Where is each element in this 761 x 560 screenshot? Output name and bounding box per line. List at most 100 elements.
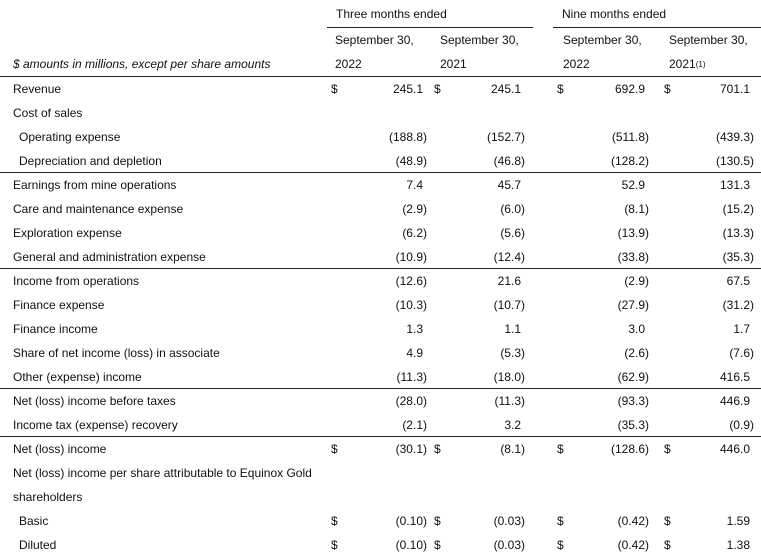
column-date: September 30, xyxy=(669,33,748,47)
value: (13.3) xyxy=(722,226,754,240)
blank xyxy=(533,413,553,436)
blank xyxy=(533,173,553,197)
value-cell: $ (0.42) xyxy=(553,509,660,533)
column-year: 2021 xyxy=(430,52,533,76)
value-cell: 1.3 xyxy=(327,317,430,341)
value: 3.0 xyxy=(628,322,645,336)
value-cell: (35.3) xyxy=(660,245,761,268)
value: 245.1 xyxy=(490,82,521,96)
value-cell: 1.7 xyxy=(660,317,761,341)
header-row-dates: September 30, September 30, September 30, S… xyxy=(0,28,761,52)
row-label: Net (loss) income per share attributable… xyxy=(13,466,312,480)
footnote-ref: (1) xyxy=(695,59,706,69)
currency: $ xyxy=(557,82,564,96)
value-cell: (128.2) xyxy=(553,149,660,172)
value-cell xyxy=(430,101,533,125)
value-cell: $446.0 xyxy=(660,437,761,461)
currency: $ xyxy=(557,538,564,552)
blank xyxy=(533,341,553,365)
value-cell xyxy=(660,101,761,125)
value-cell xyxy=(660,485,761,509)
table-row: Earnings from mine operations 7.4 45.7 52.9… xyxy=(0,173,761,197)
value: 245.1 xyxy=(392,82,423,96)
units-note: $ amounts in millions, except per share … xyxy=(0,52,327,76)
value: (2.9) xyxy=(402,202,427,216)
value: (30.1) xyxy=(395,442,427,456)
blank xyxy=(533,437,553,461)
value: 67.5 xyxy=(726,274,750,288)
value: 1.7 xyxy=(733,322,750,336)
value: 7.4 xyxy=(406,178,423,192)
table-row: Cost of sales xyxy=(0,101,761,125)
blank xyxy=(533,149,553,172)
value-cell: (12.4) xyxy=(430,245,533,268)
table-row: shareholders xyxy=(0,485,761,509)
table-row: Finance income 1.3 1.1 3.0 1.7 xyxy=(0,317,761,341)
value-cell: (2.6) xyxy=(553,341,660,365)
value: 4.9 xyxy=(406,346,423,360)
blank xyxy=(0,28,327,52)
table-row: Other (expense) income (11.3) (18.0) (62.9)… xyxy=(0,365,761,389)
row-label: shareholders xyxy=(13,490,83,504)
group-header: Nine months ended xyxy=(553,0,761,28)
blank xyxy=(533,245,553,268)
units-note-text: $ amounts in millions, except per share … xyxy=(13,57,271,71)
row-label: Income from operations xyxy=(13,274,140,288)
value: (2.1) xyxy=(402,417,427,432)
value: (18.0) xyxy=(493,369,525,384)
value-cell: (48.9) xyxy=(327,149,430,172)
value: (35.3) xyxy=(617,417,649,432)
value: (48.9) xyxy=(395,153,427,168)
value-cell: 1.1 xyxy=(430,317,533,341)
value-cell: (439.3) xyxy=(660,125,761,149)
value: (28.0) xyxy=(395,394,427,408)
blank xyxy=(533,293,553,317)
value-cell: $ (30.1) xyxy=(327,437,430,461)
value: (10.3) xyxy=(395,298,427,312)
table-row: Operating expense (188.8) (152.7) (511.8) (4… xyxy=(0,125,761,149)
table-row: Depreciation and depletion (48.9) (46.8) (1… xyxy=(0,149,761,173)
value-cell xyxy=(553,101,660,125)
value-cell xyxy=(327,485,430,509)
value-cell: (8.1) xyxy=(553,197,660,221)
value: 52.9 xyxy=(621,178,645,192)
table-row: Income from operations (12.6) 21.6 (2.9) 67.… xyxy=(0,269,761,293)
year: 2021 xyxy=(440,57,467,71)
value-cell: (0.9) xyxy=(660,413,761,436)
value-cell: 52.9 xyxy=(553,173,660,197)
year: 2022 xyxy=(563,57,590,71)
value: (6.2) xyxy=(402,226,427,240)
table-row: General and administration expense (10.9)… xyxy=(0,245,761,269)
value-cell: (35.3) xyxy=(553,413,660,436)
value: (46.8) xyxy=(493,153,525,168)
blank xyxy=(533,461,553,485)
blank xyxy=(533,509,553,533)
value: 21.6 xyxy=(497,274,521,288)
value-cell: (33.8) xyxy=(553,245,660,268)
value-cell: (2.1) xyxy=(327,413,430,436)
value-cell: 4.9 xyxy=(327,341,430,365)
value-cell: (6.2) xyxy=(327,221,430,245)
column-year: 2021 (1) xyxy=(660,52,761,76)
row-label: Cost of sales xyxy=(13,106,83,120)
value-cell: $245.1 xyxy=(430,77,533,101)
value: (10.9) xyxy=(395,249,427,264)
value-cell: 67.5 xyxy=(660,269,761,293)
value: (33.8) xyxy=(617,249,649,264)
value-cell: (2.9) xyxy=(327,197,430,221)
blank xyxy=(533,197,553,221)
value: 1.3 xyxy=(406,322,423,336)
value-cell: (188.8) xyxy=(327,125,430,149)
currency: $ xyxy=(331,538,338,552)
blank xyxy=(533,28,553,52)
value: (0.03) xyxy=(493,514,525,528)
row-label: Diluted xyxy=(19,538,57,552)
value: (511.8) xyxy=(611,130,649,144)
value-cell: $1.59 xyxy=(660,509,761,533)
value-cell: $1.38 xyxy=(660,533,761,557)
header-row-groups: Three months ended Nine months ended xyxy=(0,0,761,28)
value-cell: (13.3) xyxy=(660,221,761,245)
currency: $ xyxy=(434,538,441,552)
value: 446.9 xyxy=(719,394,750,408)
table-row: Exploration expense (6.2) (5.6) (13.9) (13.3… xyxy=(0,221,761,245)
